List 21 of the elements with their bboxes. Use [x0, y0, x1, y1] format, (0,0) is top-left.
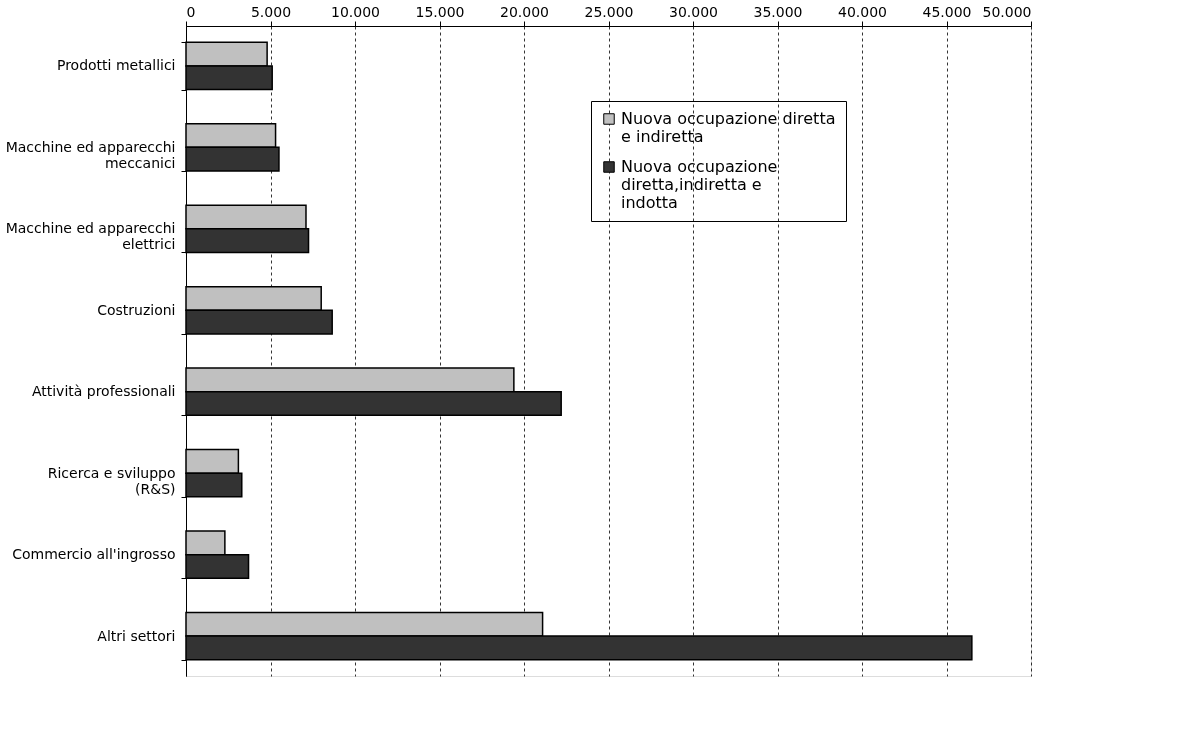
- y-tick-label: Prodotti metallici: [56, 57, 176, 74]
- y-tick-label: Attività professionali: [31, 383, 176, 400]
- y-tick-label: Macchine ed apparecchi elettrici: [5, 220, 176, 253]
- x-tick-label: 35.000: [753, 3, 803, 20]
- x-tick-label: 30.000: [669, 3, 718, 20]
- legend-label: Nuova occupazione diretta,indiretta e indotta: [621, 157, 778, 212]
- x-tick-label: 20.000: [500, 3, 549, 20]
- x-tick-label: 45.000: [922, 3, 972, 20]
- x-tick-label: 40.000: [838, 3, 887, 20]
- x-tick-label: 50.000: [982, 3, 1032, 20]
- x-tick-label: 25.000: [584, 3, 634, 20]
- y-tick-label: Commercio all'ingrosso: [12, 546, 176, 563]
- y-tick-label: Macchine ed apparecchi meccanici: [5, 138, 176, 171]
- y-tick-label: Ricerca e sviluppo (R&S): [47, 464, 176, 497]
- legend-label: Nuova occupazione diretta e indiretta: [621, 109, 836, 146]
- x-tick-label: 5.000: [250, 3, 292, 20]
- y-tick-label: Altri settori: [97, 627, 176, 644]
- x-tick-label: 0: [186, 3, 196, 20]
- y-tick-label: Costruzioni: [97, 301, 176, 318]
- x-tick-label: 10.000: [331, 3, 380, 20]
- x-tick-label: 15.000: [415, 3, 465, 20]
